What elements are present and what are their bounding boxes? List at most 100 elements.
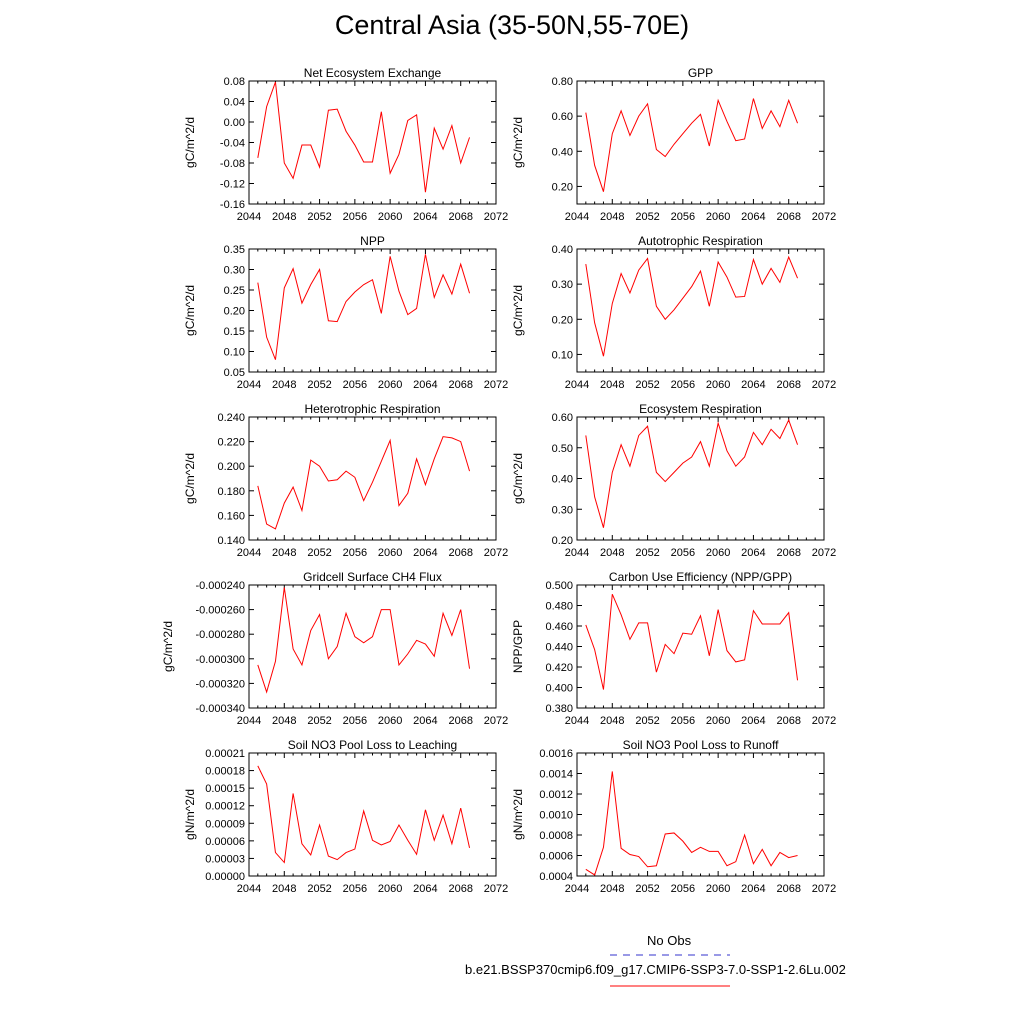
series-line-1 (585, 98, 799, 192)
y-tick-label: 0.00018 (205, 766, 245, 778)
y-tick-label: 0.80 (552, 76, 573, 88)
y-tick-label: -0.000260 (195, 605, 245, 617)
y-tick-label: 0.30 (552, 504, 573, 516)
y-tick-label: 0.20 (552, 181, 573, 193)
panel-title: Gridcell Surface CH4 Flux (303, 570, 442, 584)
x-tick-label: 2060 (706, 379, 730, 391)
y-tick-label: -0.16 (220, 199, 245, 211)
panel-title: Net Ecosystem Exchange (304, 66, 442, 80)
y-tick-label: 0.05 (224, 367, 245, 379)
y-axis-label: NPP/GPP (511, 620, 525, 673)
y-tick-label: 0.0004 (539, 871, 573, 883)
y-tick-label: 0.420 (545, 662, 573, 674)
y-axis-label: gC/m^2/d (511, 117, 525, 168)
x-tick-label: 2072 (812, 211, 836, 223)
y-tick-label: 0.30 (224, 265, 245, 277)
panel-2: GPP gC/m^2/d 2044 2048 2052 2056 2060 2064 2068 2… (511, 66, 836, 223)
x-tick-label: 2048 (272, 211, 296, 223)
y-tick-label: -0.000340 (195, 703, 245, 715)
y-tick-label: 0.440 (545, 642, 573, 654)
x-tick-label: 2068 (776, 715, 800, 727)
y-tick-label: 0.20 (224, 306, 245, 318)
series-line-1 (257, 587, 471, 694)
x-tick-label: 2052 (307, 379, 331, 391)
panel-title: Heterotrophic Respiration (304, 402, 440, 416)
y-tick-label: 0.0016 (539, 748, 573, 760)
series-line-1 (585, 594, 799, 690)
y-tick-label: 0.400 (545, 683, 573, 695)
y-tick-label: 0.00 (224, 117, 245, 129)
x-tick-label: 2044 (565, 379, 589, 391)
x-tick-label: 2068 (448, 211, 472, 223)
y-tick-label: 0.00015 (205, 783, 245, 795)
x-tick-label: 2064 (741, 211, 765, 223)
y-tick-label: 0.240 (217, 412, 245, 424)
x-tick-label: 2048 (272, 547, 296, 559)
x-tick-label: 2048 (600, 883, 624, 895)
series-line-1 (585, 418, 799, 528)
y-tick-label: 0.25 (224, 285, 245, 297)
panel-3: NPP gC/m^2/d 2044 2048 2052 2056 2060 2064 2068 2… (183, 234, 508, 391)
x-tick-label: 2072 (812, 547, 836, 559)
y-tick-label: -0.000320 (195, 678, 245, 690)
y-tick-label: 0.00003 (205, 853, 245, 865)
x-tick-label: 2052 (635, 883, 659, 895)
y-tick-label: 0.04 (224, 97, 245, 109)
y-axis-label: gC/m^2/d (183, 453, 197, 504)
y-axis-label: gN/m^2/d (511, 789, 525, 840)
x-tick-label: 2052 (307, 883, 331, 895)
series-line-1 (257, 436, 471, 530)
x-tick-label: 2056 (343, 883, 367, 895)
y-tick-label: 0.30 (552, 279, 573, 291)
panel-title: Ecosystem Respiration (639, 402, 762, 416)
y-tick-label: 0.00000 (205, 871, 245, 883)
x-tick-label: 2064 (413, 883, 437, 895)
x-tick-label: 2052 (307, 211, 331, 223)
y-tick-label: 0.20 (552, 535, 573, 547)
y-tick-label: 0.0010 (539, 810, 573, 822)
panel-title: NPP (360, 234, 385, 248)
x-tick-label: 2060 (378, 883, 402, 895)
panel-title: Carbon Use Efficiency (NPP/GPP) (609, 570, 792, 584)
y-tick-label: -0.04 (220, 138, 245, 150)
y-tick-label: 0.00021 (205, 748, 245, 760)
panel-4: Autotrophic Respiration gC/m^2/d 2044 2048 2… (511, 234, 836, 391)
x-tick-label: 2044 (237, 715, 261, 727)
x-tick-label: 2064 (413, 211, 437, 223)
x-tick-label: 2056 (343, 715, 367, 727)
y-tick-label: 0.08 (224, 76, 245, 88)
y-axis-label: gC/m^2/d (511, 285, 525, 336)
y-axis-label: gC/m^2/d (511, 453, 525, 504)
plot-frame (248, 248, 497, 373)
plot-frame (248, 80, 497, 205)
panel-10: Soil NO3 Pool Loss to Runoff gN/m^2/d 2044… (511, 738, 836, 895)
series-line-1 (257, 254, 471, 360)
x-tick-label: 2072 (812, 883, 836, 895)
y-tick-label: 0.140 (217, 535, 245, 547)
x-tick-label: 2048 (272, 715, 296, 727)
plot-frame (576, 248, 825, 373)
plot-frame (576, 752, 825, 877)
y-axis-label: gN/m^2/d (183, 789, 197, 840)
y-tick-label: 0.0014 (539, 769, 573, 781)
x-tick-label: 2064 (413, 547, 437, 559)
x-tick-label: 2060 (706, 547, 730, 559)
panel-7: Gridcell Surface CH4 Flux gC/m^2/d 2044 204… (161, 570, 508, 727)
x-tick-label: 2064 (413, 715, 437, 727)
x-tick-label: 2048 (600, 211, 624, 223)
y-tick-label: 0.60 (552, 111, 573, 123)
y-axis-label: gC/m^2/d (183, 117, 197, 168)
y-tick-label: 0.0006 (539, 851, 573, 863)
x-tick-label: 2044 (237, 379, 261, 391)
x-tick-label: 2052 (635, 547, 659, 559)
y-tick-label: 0.00012 (205, 801, 245, 813)
panel-title: GPP (688, 66, 713, 80)
x-tick-label: 2064 (413, 379, 437, 391)
x-tick-label: 2048 (600, 379, 624, 391)
y-tick-label: 0.35 (224, 244, 245, 256)
y-axis-label: gC/m^2/d (183, 285, 197, 336)
x-tick-label: 2060 (378, 211, 402, 223)
x-tick-label: 2068 (448, 379, 472, 391)
plot-frame (576, 416, 825, 541)
x-tick-label: 2072 (484, 883, 508, 895)
